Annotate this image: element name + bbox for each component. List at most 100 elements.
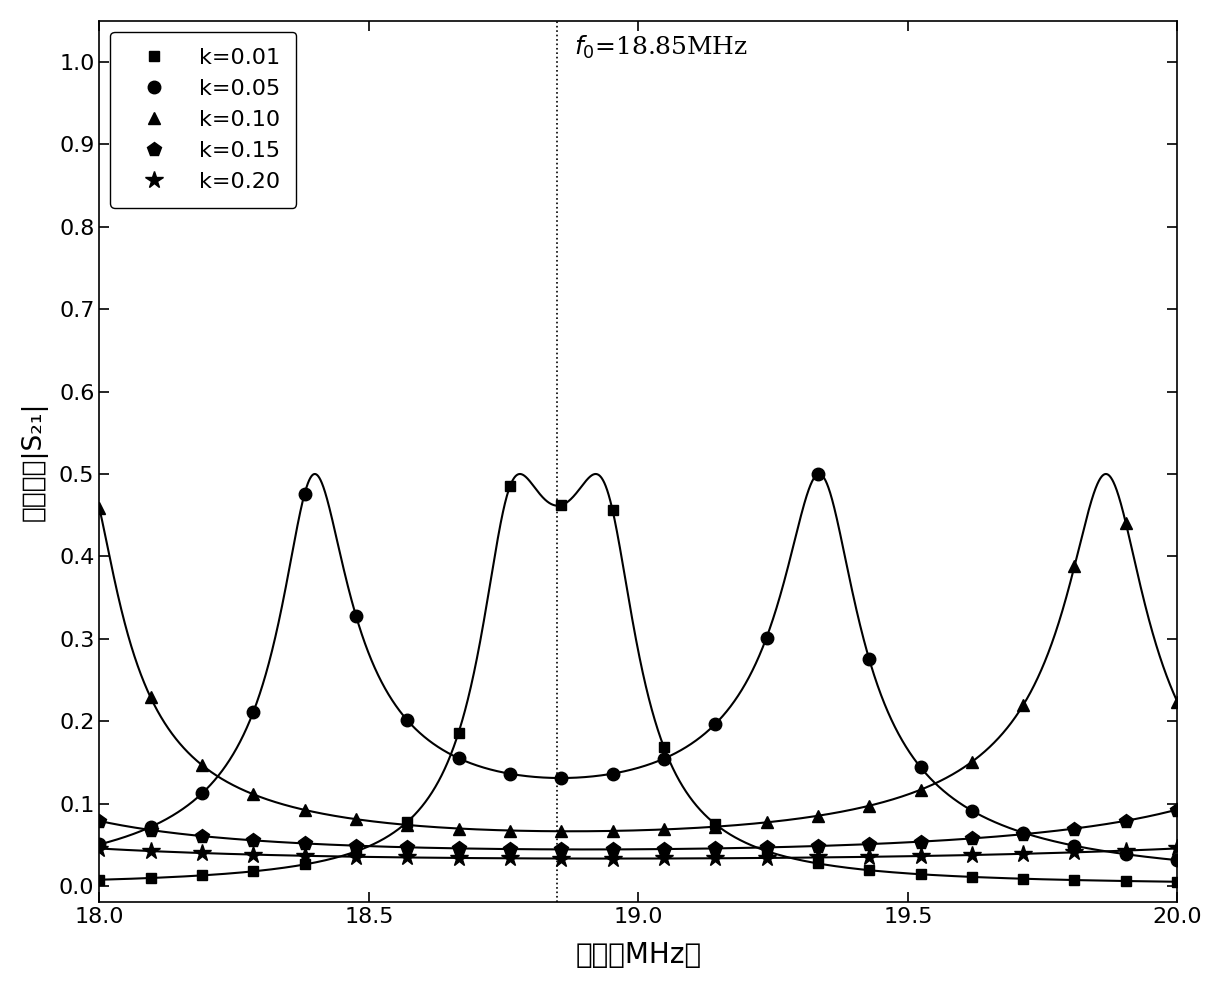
- k=0.20: [1170, 842, 1185, 854]
- k=0.20: [965, 849, 980, 861]
- Y-axis label: 散射参数|S₂₁|: 散射参数|S₂₁|: [21, 402, 48, 522]
- k=0.15: [349, 840, 363, 851]
- k=0.15: [143, 824, 158, 836]
- k=0.01: [451, 727, 466, 739]
- k=0.20: [1016, 847, 1031, 859]
- k=0.20: [194, 847, 209, 859]
- k=0.10: [451, 823, 466, 835]
- k=0.05: [194, 787, 209, 799]
- k=0.01: [759, 845, 774, 857]
- k=0.05: [1119, 848, 1134, 860]
- k=0.01: [862, 864, 877, 876]
- Line: k=0.20: k=0.20: [91, 840, 1186, 867]
- k=0.10: [1119, 517, 1134, 529]
- k=0.01: [554, 499, 569, 511]
- k=0.05: [400, 714, 415, 726]
- k=0.15: [862, 839, 877, 850]
- k=0.01: [708, 818, 723, 830]
- k=0.15: [657, 843, 671, 855]
- k=0.10: [657, 824, 671, 836]
- k=0.01: [657, 742, 671, 753]
- k=0.10: [400, 819, 415, 831]
- k=0.10: [349, 813, 363, 825]
- k=0.15: [1016, 829, 1031, 841]
- k=0.05: [451, 752, 466, 764]
- k=0.01: [246, 865, 260, 877]
- k=0.15: [1119, 815, 1134, 827]
- k=0.05: [811, 468, 826, 480]
- k=0.01: [143, 872, 158, 884]
- k=0.20: [811, 851, 826, 863]
- k=0.01: [1068, 874, 1082, 886]
- k=0.05: [914, 761, 928, 773]
- k=0.20: [759, 852, 774, 864]
- k=0.10: [92, 502, 106, 514]
- k=0.20: [1119, 844, 1134, 856]
- k=0.10: [759, 817, 774, 829]
- X-axis label: 频率（MHz）: 频率（MHz）: [575, 941, 702, 969]
- k=0.05: [349, 610, 363, 622]
- k=0.15: [400, 842, 415, 853]
- k=0.15: [451, 842, 466, 854]
- k=0.01: [297, 858, 312, 870]
- k=0.05: [246, 706, 260, 718]
- k=0.10: [194, 759, 209, 771]
- k=0.05: [92, 839, 106, 850]
- k=0.15: [297, 838, 312, 849]
- k=0.20: [657, 852, 671, 864]
- k=0.10: [708, 821, 723, 833]
- k=0.10: [1016, 699, 1031, 711]
- Line: k=0.01: k=0.01: [94, 481, 1183, 887]
- k=0.15: [914, 836, 928, 847]
- k=0.10: [554, 826, 569, 838]
- k=0.10: [297, 804, 312, 816]
- k=0.05: [862, 653, 877, 665]
- k=0.05: [1068, 840, 1082, 851]
- k=0.20: [554, 852, 569, 864]
- k=0.05: [1170, 854, 1185, 866]
- k=0.20: [605, 852, 620, 864]
- k=0.05: [1016, 827, 1031, 839]
- k=0.05: [708, 718, 723, 730]
- k=0.15: [503, 843, 517, 855]
- Legend: k=0.01, k=0.05, k=0.10, k=0.15, k=0.20: k=0.01, k=0.05, k=0.10, k=0.15, k=0.20: [110, 32, 296, 208]
- k=0.01: [503, 480, 517, 492]
- k=0.05: [554, 772, 569, 784]
- k=0.05: [759, 632, 774, 644]
- Line: k=0.15: k=0.15: [93, 803, 1184, 856]
- k=0.10: [1068, 560, 1082, 572]
- k=0.01: [1119, 875, 1134, 887]
- k=0.20: [349, 850, 363, 862]
- k=0.05: [657, 752, 671, 764]
- k=0.01: [914, 868, 928, 880]
- k=0.01: [400, 816, 415, 828]
- k=0.15: [1068, 823, 1082, 835]
- k=0.01: [92, 874, 106, 886]
- k=0.20: [297, 849, 312, 861]
- k=0.10: [914, 784, 928, 796]
- k=0.01: [811, 857, 826, 869]
- k=0.10: [811, 810, 826, 822]
- k=0.15: [92, 815, 106, 827]
- k=0.10: [605, 825, 620, 837]
- k=0.01: [194, 869, 209, 881]
- Line: k=0.05: k=0.05: [93, 468, 1184, 866]
- k=0.15: [759, 842, 774, 853]
- k=0.20: [246, 848, 260, 860]
- k=0.05: [605, 767, 620, 779]
- k=0.01: [1170, 876, 1185, 888]
- k=0.10: [1170, 696, 1185, 708]
- k=0.15: [965, 833, 980, 844]
- k=0.10: [143, 691, 158, 703]
- k=0.20: [708, 852, 723, 864]
- k=0.15: [605, 843, 620, 855]
- k=0.10: [503, 825, 517, 837]
- k=0.20: [1068, 846, 1082, 858]
- k=0.15: [554, 843, 569, 855]
- k=0.20: [92, 842, 106, 854]
- k=0.01: [1016, 873, 1031, 885]
- k=0.05: [965, 805, 980, 817]
- k=0.20: [862, 850, 877, 862]
- k=0.20: [503, 852, 517, 864]
- k=0.05: [143, 821, 158, 833]
